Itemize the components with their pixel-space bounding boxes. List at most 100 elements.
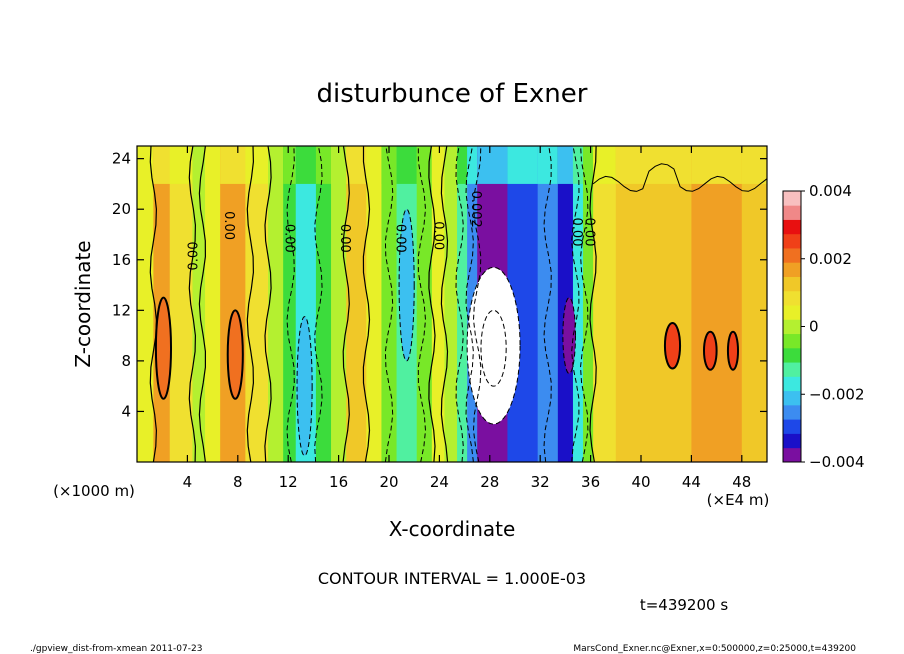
colorbar-swatch-14 (783, 248, 801, 263)
colorbar-label-1: 0.002 (809, 250, 852, 268)
field-band-19 (457, 146, 468, 462)
field-band-top-9 (295, 146, 317, 184)
field-band-16 (416, 146, 433, 462)
field-band-0 (137, 146, 154, 462)
x-tick-label-11: 48 (732, 473, 751, 491)
contour-dashed-9 (579, 146, 589, 462)
contour-upper-right (592, 163, 767, 192)
x-tick-label-9: 40 (631, 473, 650, 491)
contour-label-3: 0.00 (337, 224, 352, 253)
field-band-top-3 (192, 146, 206, 184)
field-band-4 (205, 146, 221, 462)
contour-solid-0 (149, 146, 158, 462)
colorbar-swatch-6 (783, 362, 801, 377)
y-unit-label: (×1000 m) (53, 482, 135, 500)
contour-dashed-8 (571, 146, 580, 462)
field-band-10 (315, 146, 332, 462)
contour-dashed-5 (465, 146, 474, 462)
field-band-top-27 (593, 146, 617, 184)
colorbar-swatch-8 (783, 333, 801, 349)
contour-label-8: 0.00 (582, 218, 597, 247)
colorbar-swatch-1 (783, 433, 801, 449)
field-band-top-1 (153, 146, 171, 184)
field-band-top-17 (431, 146, 446, 184)
field-band-top-10 (315, 146, 332, 184)
contour-closed-4 (398, 208, 415, 362)
colorbar-swatch-13 (783, 262, 801, 277)
y-tick-label-4: 20 (112, 200, 131, 218)
field-feature-1 (480, 310, 507, 387)
colorbar-swatch-12 (783, 276, 801, 292)
x-tick-label-8: 36 (581, 473, 600, 491)
x-tick-label-2: 12 (279, 473, 298, 491)
field-band-25 (572, 146, 584, 462)
field-band-top-4 (205, 146, 221, 184)
x-tick-label-0: 4 (183, 473, 193, 491)
contour-solid-6 (362, 146, 371, 462)
contour-solid-8 (440, 146, 449, 462)
x-tick-label-6: 28 (480, 473, 499, 491)
field-band-29 (691, 146, 743, 462)
contour-label-6: 0.002 (468, 191, 483, 228)
contour-dashed-2 (384, 146, 394, 462)
y-tick-label-0: 4 (121, 402, 131, 420)
colorbar-swatch-5 (783, 376, 801, 392)
field-feature-9 (727, 331, 739, 370)
field-band-top-15 (396, 146, 418, 184)
colorbar: 0.004 0.002 0 −0.002 −0.004 (782, 182, 865, 471)
contour-label-1: 0.00 (221, 211, 236, 240)
y-tick-label-5: 24 (112, 150, 131, 168)
field-band-top-20 (467, 146, 478, 184)
field-band-top-29 (691, 146, 743, 184)
field-band-30 (741, 146, 767, 462)
contour-closed-7 (663, 321, 682, 370)
y-axis-label: Z-coordinate (71, 240, 95, 367)
field-feature-4 (399, 209, 415, 361)
colorbar-label-2: 0 (809, 318, 819, 336)
field-feature-8 (704, 331, 717, 370)
x-tick-label-7: 32 (531, 473, 550, 491)
footer-right: MarsCond_Exner.nc@Exner,x=0:500000,z=0:2… (573, 644, 856, 654)
contour-closed-8 (703, 330, 718, 371)
field-band-27 (593, 146, 617, 462)
contour-dashed-4 (455, 146, 464, 462)
colorbar-swatch-4 (783, 390, 801, 406)
field-band-top-12 (346, 146, 367, 184)
contour-closed-9 (726, 330, 740, 371)
contour-label-0: 0.00 (187, 242, 202, 271)
colorbar-swatch-0 (783, 447, 801, 463)
colorbar-swatch-11 (783, 290, 801, 306)
contour-closed-6 (226, 309, 244, 400)
colorbar-swatch-18 (783, 191, 801, 206)
contour-closed-5 (154, 296, 173, 400)
field-feature-5 (155, 297, 172, 399)
field-feature-6 (227, 310, 243, 399)
field-band-7 (268, 146, 284, 462)
contour-solid-4 (264, 146, 272, 462)
field-band-top-19 (457, 146, 468, 184)
y-tick-label-1: 8 (121, 352, 131, 370)
x-tick-label-5: 24 (430, 473, 449, 491)
field-band-top-25 (572, 146, 584, 184)
field-band-top-13 (366, 146, 383, 184)
field-band-18 (444, 146, 458, 462)
field-feature-3 (297, 316, 313, 456)
contour-solid-5 (342, 146, 350, 462)
y-tick-label-3: 16 (112, 251, 131, 269)
field-band-top-7 (268, 146, 284, 184)
x-tick-label-3: 16 (329, 473, 348, 491)
field-band-top-6 (245, 146, 269, 184)
x-tick-label-1: 8 (233, 473, 243, 491)
field-band-13 (366, 146, 383, 462)
heatmap-field (137, 146, 767, 462)
field-band-5 (220, 146, 246, 462)
contour-solid-3 (246, 146, 255, 462)
contour-closed-3 (296, 316, 313, 457)
colorbar-swatch-17 (783, 205, 801, 220)
colorbar-swatch-7 (783, 347, 801, 363)
contour-dashed-3 (417, 146, 427, 462)
field-band-top-18 (444, 146, 458, 184)
